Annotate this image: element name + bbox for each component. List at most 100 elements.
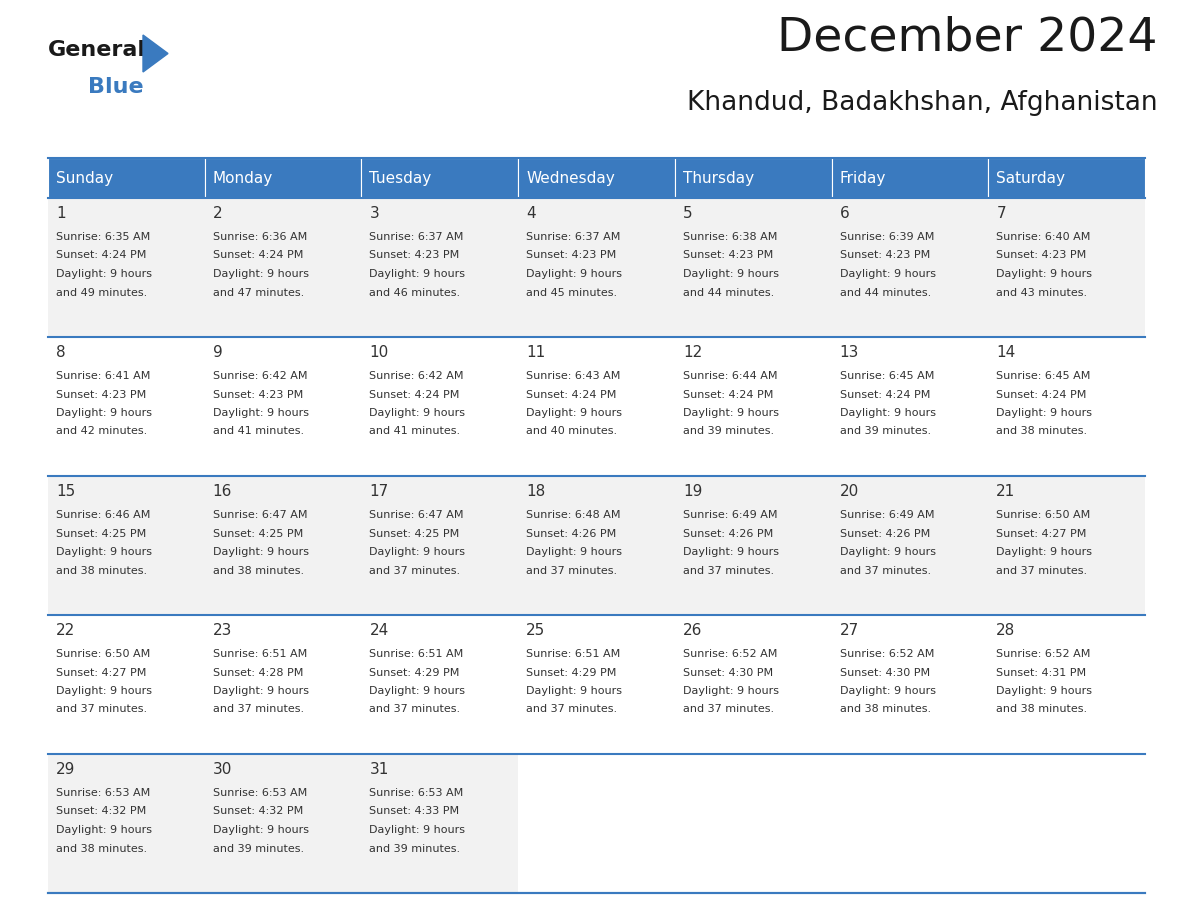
Text: Sunset: 4:23 PM: Sunset: 4:23 PM — [683, 251, 773, 261]
Text: Sunrise: 6:51 AM: Sunrise: 6:51 AM — [526, 649, 620, 659]
Text: 17: 17 — [369, 484, 388, 499]
Text: Sunrise: 6:37 AM: Sunrise: 6:37 AM — [526, 232, 620, 242]
Text: Sunrise: 6:38 AM: Sunrise: 6:38 AM — [683, 232, 777, 242]
Bar — [361, 754, 518, 893]
Text: General: General — [48, 40, 146, 60]
Text: Khandud, Badakhshan, Afghanistan: Khandud, Badakhshan, Afghanistan — [688, 90, 1158, 116]
Bar — [518, 198, 675, 337]
Text: Daylight: 9 hours: Daylight: 9 hours — [213, 408, 309, 418]
Text: and 44 minutes.: and 44 minutes. — [683, 287, 775, 297]
Text: Daylight: 9 hours: Daylight: 9 hours — [683, 408, 779, 418]
Text: Sunset: 4:27 PM: Sunset: 4:27 PM — [997, 529, 1087, 539]
Bar — [988, 198, 1145, 337]
Bar — [204, 337, 361, 476]
Text: Blue: Blue — [88, 77, 144, 97]
Bar — [361, 476, 518, 615]
Bar — [204, 476, 361, 615]
Bar — [988, 337, 1145, 476]
Text: 5: 5 — [683, 206, 693, 221]
Text: Sunrise: 6:48 AM: Sunrise: 6:48 AM — [526, 510, 620, 520]
Text: Daylight: 9 hours: Daylight: 9 hours — [840, 686, 936, 696]
Text: Tuesday: Tuesday — [369, 171, 431, 185]
Text: Sunset: 4:33 PM: Sunset: 4:33 PM — [369, 807, 460, 816]
Text: Sunset: 4:24 PM: Sunset: 4:24 PM — [840, 389, 930, 399]
Text: Daylight: 9 hours: Daylight: 9 hours — [526, 547, 623, 557]
Text: Sunset: 4:30 PM: Sunset: 4:30 PM — [683, 667, 773, 677]
Text: 25: 25 — [526, 623, 545, 638]
Text: and 42 minutes.: and 42 minutes. — [56, 427, 147, 436]
Text: Sunrise: 6:46 AM: Sunrise: 6:46 AM — [56, 510, 151, 520]
Bar — [361, 198, 518, 337]
Bar — [518, 158, 675, 198]
Bar — [48, 198, 204, 337]
Text: Sunset: 4:24 PM: Sunset: 4:24 PM — [526, 389, 617, 399]
Text: Sunset: 4:23 PM: Sunset: 4:23 PM — [213, 389, 303, 399]
Text: Daylight: 9 hours: Daylight: 9 hours — [213, 686, 309, 696]
Text: Daylight: 9 hours: Daylight: 9 hours — [56, 269, 152, 279]
Text: Sunset: 4:32 PM: Sunset: 4:32 PM — [56, 807, 146, 816]
Text: Daylight: 9 hours: Daylight: 9 hours — [213, 547, 309, 557]
Text: 14: 14 — [997, 345, 1016, 360]
Text: Daylight: 9 hours: Daylight: 9 hours — [526, 686, 623, 696]
Text: and 38 minutes.: and 38 minutes. — [997, 704, 1087, 714]
Text: 13: 13 — [840, 345, 859, 360]
Text: Sunset: 4:30 PM: Sunset: 4:30 PM — [840, 667, 930, 677]
Text: Sunset: 4:31 PM: Sunset: 4:31 PM — [997, 667, 1086, 677]
Bar — [675, 476, 832, 615]
Text: 6: 6 — [840, 206, 849, 221]
Text: 15: 15 — [56, 484, 75, 499]
Bar — [675, 198, 832, 337]
Text: Sunrise: 6:49 AM: Sunrise: 6:49 AM — [840, 510, 934, 520]
Bar — [832, 198, 988, 337]
Text: and 38 minutes.: and 38 minutes. — [213, 565, 304, 576]
Text: Daylight: 9 hours: Daylight: 9 hours — [683, 686, 779, 696]
Text: Daylight: 9 hours: Daylight: 9 hours — [683, 269, 779, 279]
Bar — [48, 158, 204, 198]
Text: Thursday: Thursday — [683, 171, 754, 185]
Text: 16: 16 — [213, 484, 232, 499]
Text: Sunrise: 6:35 AM: Sunrise: 6:35 AM — [56, 232, 150, 242]
Text: 23: 23 — [213, 623, 232, 638]
Text: and 45 minutes.: and 45 minutes. — [526, 287, 618, 297]
Text: 30: 30 — [213, 762, 232, 777]
Text: Sunrise: 6:52 AM: Sunrise: 6:52 AM — [997, 649, 1091, 659]
Bar — [675, 158, 832, 198]
Bar — [48, 754, 204, 893]
Text: December 2024: December 2024 — [777, 15, 1158, 60]
Text: Saturday: Saturday — [997, 171, 1066, 185]
Text: Daylight: 9 hours: Daylight: 9 hours — [56, 686, 152, 696]
Text: Sunset: 4:24 PM: Sunset: 4:24 PM — [56, 251, 146, 261]
Text: and 37 minutes.: and 37 minutes. — [840, 565, 930, 576]
Text: Sunset: 4:28 PM: Sunset: 4:28 PM — [213, 667, 303, 677]
Text: and 39 minutes.: and 39 minutes. — [369, 844, 461, 854]
Text: and 38 minutes.: and 38 minutes. — [997, 427, 1087, 436]
Text: Sunrise: 6:53 AM: Sunrise: 6:53 AM — [369, 788, 463, 798]
Text: Sunset: 4:26 PM: Sunset: 4:26 PM — [683, 529, 773, 539]
Bar — [48, 476, 204, 615]
Bar — [361, 158, 518, 198]
Text: Sunrise: 6:37 AM: Sunrise: 6:37 AM — [369, 232, 463, 242]
Text: Sunset: 4:27 PM: Sunset: 4:27 PM — [56, 667, 146, 677]
Text: and 41 minutes.: and 41 minutes. — [213, 427, 304, 436]
Bar — [518, 615, 675, 754]
Text: Sunset: 4:24 PM: Sunset: 4:24 PM — [213, 251, 303, 261]
Text: 18: 18 — [526, 484, 545, 499]
Text: Daylight: 9 hours: Daylight: 9 hours — [213, 269, 309, 279]
Text: Sunset: 4:25 PM: Sunset: 4:25 PM — [56, 529, 146, 539]
Bar — [832, 158, 988, 198]
Text: Sunrise: 6:53 AM: Sunrise: 6:53 AM — [213, 788, 307, 798]
Text: Sunrise: 6:40 AM: Sunrise: 6:40 AM — [997, 232, 1091, 242]
Text: Daylight: 9 hours: Daylight: 9 hours — [369, 269, 466, 279]
Text: and 39 minutes.: and 39 minutes. — [213, 844, 304, 854]
Text: Daylight: 9 hours: Daylight: 9 hours — [840, 408, 936, 418]
Text: and 37 minutes.: and 37 minutes. — [526, 565, 618, 576]
Text: Daylight: 9 hours: Daylight: 9 hours — [56, 547, 152, 557]
Bar — [204, 198, 361, 337]
Text: Sunrise: 6:52 AM: Sunrise: 6:52 AM — [683, 649, 777, 659]
Text: Sunset: 4:32 PM: Sunset: 4:32 PM — [213, 807, 303, 816]
Text: Sunset: 4:24 PM: Sunset: 4:24 PM — [369, 389, 460, 399]
Text: Sunset: 4:24 PM: Sunset: 4:24 PM — [997, 389, 1087, 399]
Text: and 37 minutes.: and 37 minutes. — [997, 565, 1087, 576]
Text: 9: 9 — [213, 345, 222, 360]
Bar — [988, 158, 1145, 198]
